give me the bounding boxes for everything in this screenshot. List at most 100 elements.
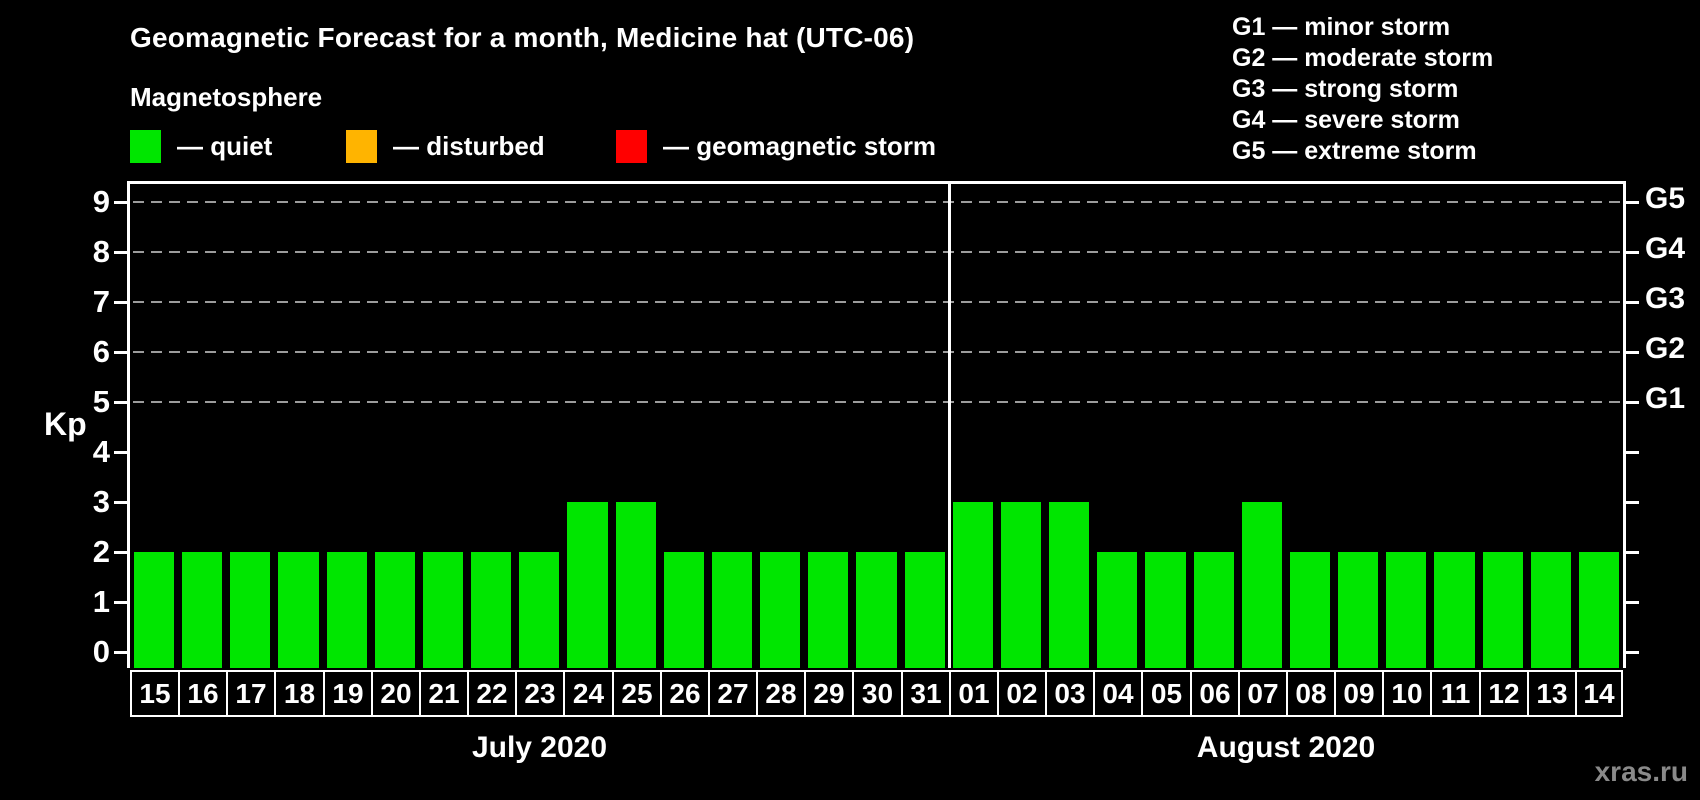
y-axis-tick-label: 1	[92, 584, 110, 619]
kp-bar-day-22	[471, 552, 511, 668]
month-label: July 2020	[471, 731, 608, 764]
g-level-label-g5: G5	[1645, 182, 1686, 215]
kp-bar-day-01	[953, 502, 993, 668]
gridline-kp6	[133, 351, 1620, 353]
day-cell-09: 09	[1334, 670, 1384, 717]
day-cell-24: 24	[563, 670, 614, 717]
day-cell-11: 11	[1430, 670, 1481, 717]
day-cell-23: 23	[515, 670, 565, 717]
day-cell-06: 06	[1190, 670, 1240, 717]
kp-bar-day-04	[1097, 552, 1137, 668]
kp-bar-day-10	[1386, 552, 1426, 668]
g-scale-legend: G1 — minor storm G2 — moderate storm G3 …	[1232, 12, 1493, 167]
plot-border	[127, 181, 1626, 668]
g-level-label-g4: G4	[1645, 232, 1686, 265]
right-axis-tick	[1626, 351, 1639, 354]
magnetosphere-subtitle: Magnetosphere	[130, 82, 323, 112]
day-cell-20: 20	[371, 670, 421, 717]
day-cell-03: 03	[1045, 670, 1095, 717]
storm-color-swatch	[616, 130, 647, 163]
kp-bar-day-08	[1290, 552, 1330, 668]
y-axis-tick	[114, 201, 127, 204]
right-axis-tick	[1626, 251, 1639, 254]
day-cell-27: 27	[708, 670, 758, 717]
kp-bar-day-15	[134, 552, 174, 668]
kp-bar-day-12	[1483, 552, 1523, 668]
day-cell-25: 25	[612, 670, 662, 717]
day-cell-26: 26	[660, 670, 710, 717]
kp-bar-day-20	[375, 552, 415, 668]
legend-item-disturbed: — disturbed	[346, 130, 545, 163]
legend-disturbed-label: — disturbed	[393, 131, 545, 161]
day-cell-10: 10	[1382, 670, 1432, 717]
watermark: xras.ru	[1594, 756, 1688, 787]
y-axis-tick	[114, 351, 127, 354]
day-cell-12: 12	[1479, 670, 1529, 717]
right-axis-tick	[1626, 551, 1639, 554]
y-axis-tick	[114, 501, 127, 504]
y-axis-title: Kp	[44, 406, 87, 442]
day-cell-14: 14	[1575, 670, 1623, 717]
legend-quiet-label: — quiet	[177, 131, 273, 161]
kp-bar-day-30	[856, 552, 897, 668]
y-axis-tick-label: 5	[92, 384, 110, 419]
kp-bar-day-03	[1049, 502, 1089, 668]
kp-bar-day-06	[1194, 552, 1234, 668]
y-axis-tick-label: 3	[92, 484, 110, 519]
quiet-color-swatch	[130, 130, 161, 163]
y-axis-tick	[114, 651, 127, 654]
kp-bar-day-27	[712, 552, 752, 668]
right-axis-tick	[1626, 201, 1639, 204]
right-axis-tick	[1626, 501, 1639, 504]
kp-bar-day-05	[1145, 552, 1186, 668]
day-cell-02: 02	[997, 670, 1047, 717]
month-separator	[948, 184, 951, 668]
kp-bar-day-19	[327, 552, 367, 668]
day-cell-21: 21	[419, 670, 469, 717]
kp-bar-day-14	[1579, 552, 1619, 668]
month-label: August 2020	[1196, 731, 1376, 764]
y-axis-tick-label: 6	[92, 334, 110, 369]
kp-bar-day-29	[808, 552, 848, 668]
kp-bar-day-17	[230, 552, 270, 668]
y-axis-tick	[114, 551, 127, 554]
kp-bar-day-11	[1434, 552, 1475, 668]
y-axis-tick-label: 9	[92, 184, 110, 219]
y-axis-tick-label: 8	[92, 234, 110, 269]
legend-item-quiet: — quiet	[130, 130, 272, 163]
y-axis-tick-label: 0	[92, 634, 110, 669]
g-level-label-g1: G1	[1645, 382, 1686, 415]
kp-bar-day-09	[1338, 552, 1378, 668]
day-cell-04: 04	[1093, 670, 1143, 717]
day-cell-17: 17	[226, 670, 276, 717]
day-cell-08: 08	[1286, 670, 1336, 717]
right-axis-tick	[1626, 601, 1639, 604]
kp-bar-day-24	[567, 502, 608, 668]
right-axis-tick	[1626, 451, 1639, 454]
y-axis-tick	[114, 451, 127, 454]
y-axis-tick	[114, 601, 127, 604]
g-level-label-g3: G3	[1645, 282, 1686, 315]
day-cell-13: 13	[1527, 670, 1577, 717]
day-cell-19: 19	[323, 670, 373, 717]
g5-legend-entry: G5 — extreme storm	[1232, 137, 1477, 165]
y-axis-tick	[114, 251, 127, 254]
day-cell-30: 30	[852, 670, 903, 717]
g2-legend-entry: G2 — moderate storm	[1232, 44, 1494, 72]
kp-bar-day-31	[905, 552, 945, 668]
y-axis-tick-label: 2	[92, 534, 110, 569]
gridline-kp7	[133, 301, 1620, 303]
right-axis-tick	[1626, 401, 1639, 404]
kp-bar-day-28	[760, 552, 800, 668]
page-title: Geomagnetic Forecast for a month, Medici…	[130, 22, 915, 53]
y-axis-tick-label: 4	[92, 434, 110, 469]
g-level-label-g2: G2	[1645, 332, 1686, 365]
kp-bar-day-02	[1001, 502, 1041, 668]
right-axis-tick	[1626, 301, 1639, 304]
day-cell-31: 31	[901, 670, 951, 717]
gridline-kp5	[133, 401, 1620, 403]
kp-bar-day-21	[423, 552, 463, 668]
day-cell-16: 16	[178, 670, 228, 717]
y-axis-tick	[114, 301, 127, 304]
kp-bar-day-18	[278, 552, 319, 668]
